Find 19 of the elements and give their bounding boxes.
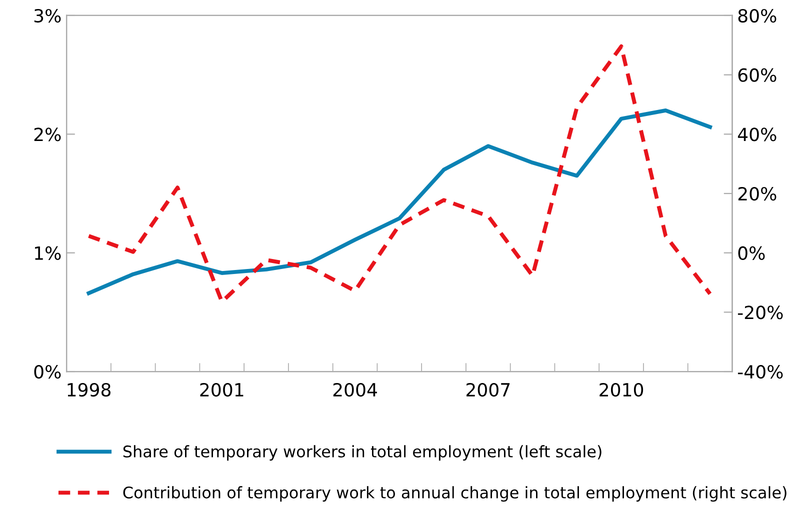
x-tick-label: 2001 [200, 382, 244, 397]
y2-tick-label: 0% [738, 246, 765, 260]
y-tick-label: 2% [34, 128, 61, 142]
line-series [86, 108, 712, 296]
y2-tick-label: 20% [738, 186, 776, 201]
x-tick-label: 2007 [466, 382, 510, 397]
y2-tick-label: 80% [738, 8, 776, 23]
y-tick-label: 0% [34, 364, 61, 379]
x-tick-label: 1998 [68, 382, 110, 397]
x-tick-label: 2004 [333, 382, 377, 397]
y2-tick-label: -40% [738, 364, 783, 379]
y-tick-label: 1% [35, 246, 61, 260]
y2-tick-label: -20% [738, 306, 783, 320]
y-tick-label: 3% [34, 8, 61, 23]
y2-tick-label: 60% [738, 68, 776, 82]
legend-label: Share of temporary workers in total employment (left scale) [123, 445, 602, 461]
x-tick-label: 2010 [600, 382, 644, 397]
legend-label: Contribution of temporary work to annual change in total employment (right scale) [123, 486, 786, 502]
y2-tick-label: 40% [738, 128, 776, 142]
